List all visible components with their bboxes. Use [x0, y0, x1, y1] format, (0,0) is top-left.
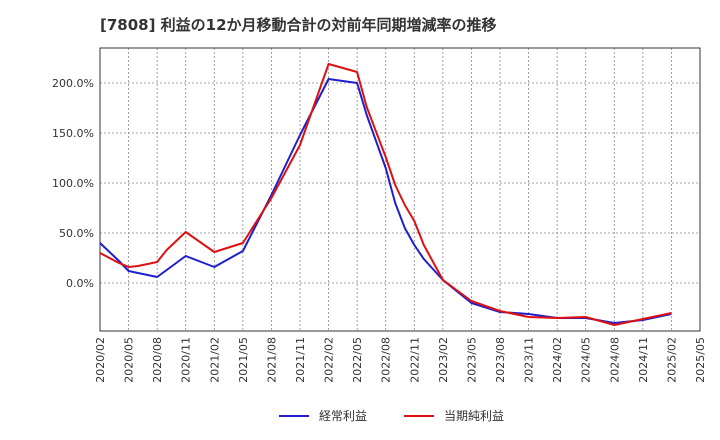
- y-tick-label: 150.0%: [52, 127, 94, 140]
- x-tick-label: 2021/08: [265, 337, 278, 383]
- x-tick-label: 2022/05: [351, 337, 364, 383]
- x-tick-label: 2022/08: [380, 337, 393, 383]
- series-line: [99, 63, 672, 326]
- y-tick-label: 50.0%: [59, 227, 94, 240]
- x-tick-label: 2024/08: [608, 337, 621, 383]
- x-tick-label: 2020/05: [123, 337, 136, 383]
- legend: 経常利益 当期純利益: [279, 409, 504, 423]
- x-tick-label: 2025/05: [694, 337, 707, 383]
- x-tick-label: 2020/08: [151, 337, 164, 383]
- x-tick-label: 2023/05: [465, 337, 478, 383]
- x-tick-label: 2022/11: [408, 337, 421, 383]
- chart-title: [7808] 利益の12か月移動合計の対前年同期増減率の推移: [100, 16, 497, 34]
- x-tick-label: 2020/11: [180, 337, 193, 383]
- x-tick-label: 2021/11: [294, 337, 307, 383]
- y-tick-label: 100.0%: [52, 177, 94, 190]
- y-tick-label: 0.0%: [66, 277, 94, 290]
- legend-label: 経常利益: [319, 409, 367, 423]
- y-tick-label: 200.0%: [52, 77, 94, 90]
- x-tick-label: 2024/02: [551, 337, 564, 383]
- x-tick-label: 2021/05: [237, 337, 250, 383]
- y-axis: 0.0% 50.0% 100.0% 150.0% 200.0%: [52, 77, 94, 290]
- x-tick-label: 2020/02: [94, 337, 107, 383]
- x-tick-label: 2022/02: [323, 337, 336, 383]
- x-tick-label: 2024/11: [637, 337, 650, 383]
- plot-area: [99, 47, 701, 332]
- x-tick-label: 2021/02: [208, 337, 221, 383]
- series-layer: [99, 63, 672, 326]
- x-tick-label: 2023/02: [437, 337, 450, 383]
- series-line: [99, 78, 672, 324]
- x-tick-label: 2023/11: [523, 337, 536, 383]
- x-axis: 2020/02 2020/05 2020/08 2020/11 2021/02 2021/…: [94, 337, 707, 383]
- legend-label: 当期純利益: [444, 409, 504, 423]
- grid-layer: [100, 48, 700, 331]
- x-tick-label: 2024/05: [580, 337, 593, 383]
- x-tick-label: 2023/08: [494, 337, 507, 383]
- x-tick-label: 2025/02: [665, 337, 678, 383]
